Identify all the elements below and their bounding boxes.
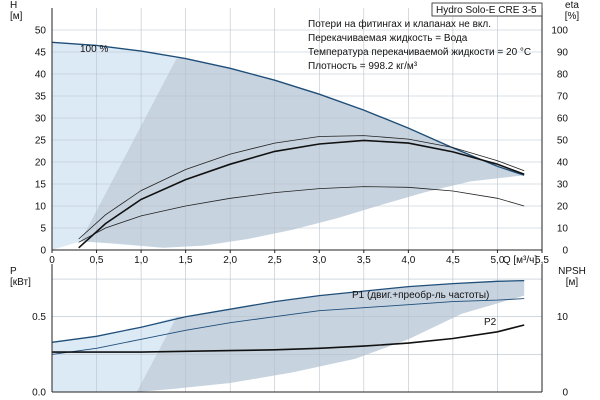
y-left-tick-label: 15 bbox=[35, 180, 47, 191]
curves-layer bbox=[51, 41, 525, 355]
y-left-axis-title-line-1: [м] bbox=[10, 11, 23, 22]
operating-range-fill bbox=[80, 58, 525, 248]
x-tick-label: 4,0 bbox=[401, 255, 415, 266]
note-line-1: Перекачиваемая жидкость = Вода bbox=[308, 33, 468, 44]
note-line-3: Плотность = 998.2 кг/м³ bbox=[308, 61, 418, 72]
chart-title: Hydro Solo-E CRE 3-5 bbox=[436, 5, 537, 16]
y-right-tick-label: 70 bbox=[557, 92, 569, 103]
y-right-axis-title-line-0: eta bbox=[565, 0, 579, 11]
y-left-tick-label: 20 bbox=[35, 158, 47, 169]
operating-range-fill-power bbox=[136, 280, 525, 392]
operating-range-layer bbox=[52, 42, 525, 392]
npsh-tick-label: 0 bbox=[562, 388, 568, 399]
curve-npsh bbox=[52, 324, 525, 353]
y-right-tick-label: 30 bbox=[557, 180, 569, 191]
x-tick-label: 0 bbox=[49, 255, 55, 266]
labels-layer: 0 0,5 1,0 1,5 2,0 2,5 3,0 3,5 4,0 4,5 5,0 5,5 0 5 10 15… bbox=[10, 0, 586, 399]
y-left-tick-label: 0 bbox=[40, 246, 46, 257]
y-right-tick-label: 90 bbox=[557, 48, 569, 59]
x-tick-label: 0,5 bbox=[90, 255, 104, 266]
x-tick-label: 2,5 bbox=[268, 255, 282, 266]
note-line-0: Потери на фитингах и клапанах не вкл. bbox=[308, 18, 491, 30]
y-right-tick-label: 0 bbox=[562, 246, 568, 257]
npsh-tick-label: 10 bbox=[557, 312, 569, 323]
y-right-tick-label: 80 bbox=[557, 70, 569, 81]
y-right-tick-label: 40 bbox=[557, 158, 569, 169]
curve-p1 bbox=[51, 279, 525, 343]
y-right-tick-label: 50 bbox=[557, 136, 569, 147]
y-right-tick-label: 100 bbox=[551, 26, 568, 37]
curve-p2 bbox=[51, 298, 525, 355]
y-right-tick-label: 20 bbox=[557, 202, 569, 213]
y-left-tick-label: 45 bbox=[35, 48, 47, 59]
x-tick-label: 5,0 bbox=[491, 255, 505, 266]
y-left-tick-label: 5 bbox=[40, 224, 46, 235]
legend-p1: P1 (двиг.+преобр-ль частоты) bbox=[352, 289, 489, 301]
note-line-2: Температура перекачиваемой жидкости = 20… bbox=[308, 47, 531, 58]
npsh-axis-title-line-1: [м] bbox=[566, 277, 579, 288]
power-tick-label: 0.5 bbox=[32, 312, 46, 323]
y-right-tick-label: 10 bbox=[557, 224, 569, 235]
power-axis-title-line-1: [кВт] bbox=[10, 277, 31, 288]
x-tick-label: 3,5 bbox=[357, 255, 371, 266]
y-left-tick-label: 40 bbox=[35, 70, 47, 81]
title-box bbox=[431, 2, 543, 17]
y-right-tick-label: 60 bbox=[557, 114, 569, 125]
x-tick-label: 1,5 bbox=[179, 255, 193, 266]
curve-100-percent bbox=[51, 41, 525, 176]
axes-layer bbox=[51, 2, 543, 393]
legend-p2: P2 bbox=[484, 317, 497, 328]
x-tick-label: 1,0 bbox=[134, 255, 148, 266]
power-axis-title-line-0: P bbox=[10, 266, 17, 277]
y-right-axis-title-line-1: [%] bbox=[565, 11, 580, 22]
y-left-axis-title-line-0: H bbox=[10, 0, 17, 11]
annotation-100-percent: 100 % bbox=[80, 44, 108, 55]
x-axis-title: Q [м³/ч] bbox=[503, 255, 538, 266]
x-tick-label: 3,0 bbox=[312, 255, 326, 266]
curve-eta bbox=[78, 186, 525, 243]
curve-head bbox=[78, 139, 525, 249]
x-tick-label: 5,5 bbox=[535, 255, 549, 266]
curve-head-duty bbox=[78, 135, 525, 240]
y-left-tick-label: 30 bbox=[35, 114, 47, 125]
npsh-axis-title-line-0: NPSH bbox=[558, 266, 586, 277]
y-left-tick-label: 25 bbox=[35, 136, 47, 147]
power-tick-label: 0.0 bbox=[32, 388, 46, 399]
y-left-tick-label: 35 bbox=[35, 92, 47, 103]
x-tick-label: 2,0 bbox=[223, 255, 237, 266]
x-tick-label: 4,5 bbox=[446, 255, 460, 266]
y-left-tick-label: 50 bbox=[35, 26, 47, 37]
y-left-tick-label: 10 bbox=[35, 202, 47, 213]
